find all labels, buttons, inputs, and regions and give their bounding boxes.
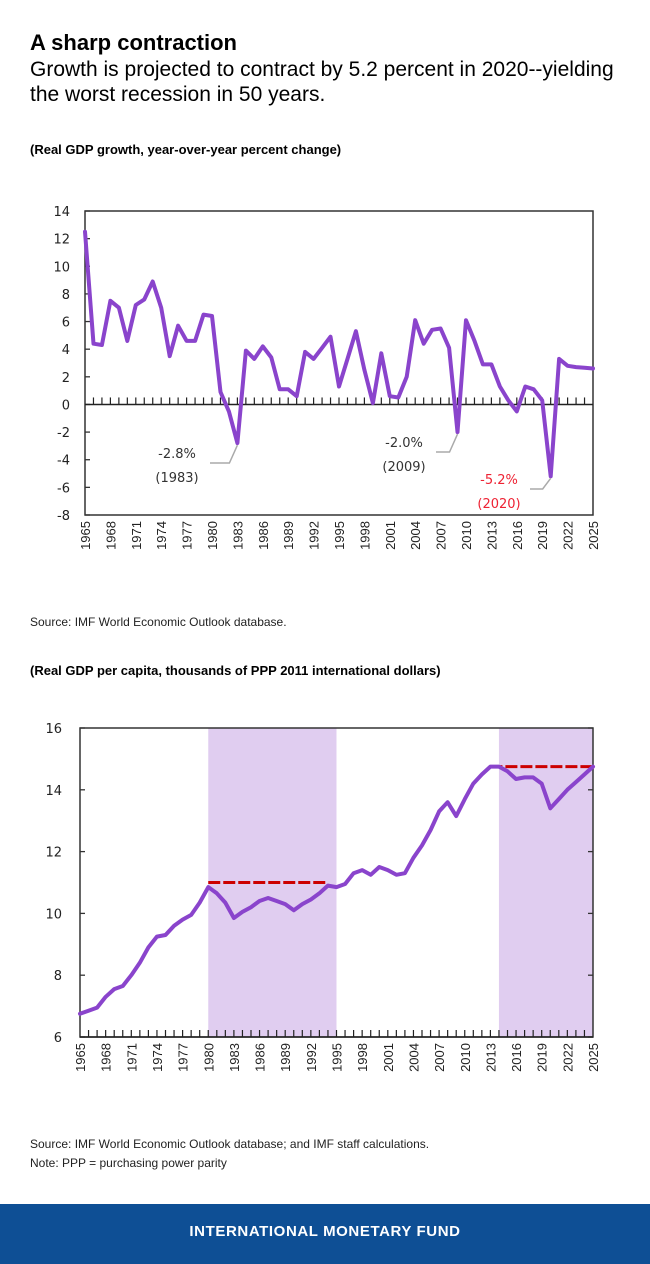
y-tick-label: -4 [57, 454, 70, 469]
x-tick-label: 1977 [176, 1043, 191, 1072]
x-tick-label: 2016 [510, 521, 525, 550]
x-tick-label: 2001 [381, 1043, 396, 1072]
x-tick-label: 1992 [304, 1043, 319, 1072]
x-tick-label: 2013 [484, 521, 499, 550]
chart1-source: Source: IMF World Economic Outlook datab… [30, 615, 287, 629]
page-subtitle: Growth is projected to contract by 5.2 p… [30, 58, 614, 106]
x-tick-label: 2022 [560, 1043, 575, 1072]
x-tick-label: 1989 [281, 521, 296, 550]
annotation-value: -2.0% [385, 436, 423, 451]
y-tick-label: 8 [62, 288, 70, 303]
x-tick-label: 1998 [355, 1043, 370, 1072]
x-tick-label: 1977 [180, 521, 195, 550]
y-tick-label: 10 [53, 260, 70, 275]
x-tick-label: 2019 [535, 1043, 550, 1072]
annotation-leader-line [210, 444, 239, 464]
x-tick-label: 2025 [586, 1043, 601, 1072]
chart2-source: Source: IMF World Economic Outlook datab… [30, 1137, 430, 1151]
x-tick-label: 1986 [253, 1043, 268, 1072]
chart2-label: (Real GDP per capita, thousands of PPP 2… [30, 663, 441, 678]
x-tick-label: 2010 [458, 1043, 473, 1072]
gdp-growth-chart: 14 12 10 8 6 4 2 0 -2 -4 -6 -8 1965 1968 1971 1974 1977 1… [53, 205, 601, 550]
y-tick-label: 6 [62, 316, 70, 331]
y-tick-label: 0 [62, 398, 70, 413]
x-tick-label: 1968 [103, 521, 118, 550]
y-tick-label: 6 [54, 1031, 62, 1046]
x-tick-label: 1980 [201, 1043, 216, 1072]
annotation-year: (2020) [477, 497, 520, 512]
x-tick-label: 1974 [154, 521, 169, 550]
plot-frame [84, 210, 594, 516]
x-tick-label: 1992 [307, 521, 322, 550]
y-tick-label: 14 [53, 205, 70, 220]
y-tick-label: 12 [45, 846, 62, 861]
x-tick-label: 2016 [509, 1043, 524, 1072]
x-tick-label: 1965 [78, 521, 93, 550]
x-tick-label: 2001 [383, 521, 398, 550]
x-tick-label: 2007 [434, 521, 449, 550]
x-tick-label: 1971 [129, 521, 144, 550]
x-tick-label: 1965 [73, 1043, 88, 1072]
x-tick-label: 1989 [278, 1043, 293, 1072]
x-tick-label: 1983 [230, 521, 245, 550]
page-title: A sharp contraction [30, 30, 237, 55]
x-tick-label: 2025 [586, 521, 601, 550]
x-tick-label: 1980 [205, 521, 220, 550]
x-tick-label: 1995 [332, 521, 347, 550]
annotation-leader-line [436, 433, 459, 453]
chart2-note: Note: PPP = purchasing power parity [30, 1156, 227, 1170]
chart1-label: (Real GDP growth, year-over-year percent… [30, 142, 342, 157]
y-tick-label: 12 [53, 233, 70, 248]
y-tick-label: -8 [57, 509, 70, 524]
x-tick-label: 2019 [535, 521, 550, 550]
annotation-year: (1983) [155, 471, 198, 486]
x-tick-label: 1983 [227, 1043, 242, 1072]
gdp-per-capita-chart: 16 14 12 10 8 6 1965 1968 1971 1974 1977 1980 1983 19… [45, 722, 601, 1072]
y-tick-label: -6 [57, 481, 70, 496]
x-tick-label: 1995 [330, 1043, 345, 1072]
footer-banner: INTERNATIONAL MONETARY FUND [0, 1204, 650, 1264]
x-tick-label: 2013 [483, 1043, 498, 1072]
x-tick-label: 1998 [357, 521, 372, 550]
y-tick-label: 8 [54, 969, 62, 984]
annotation-value: -5.2% [480, 473, 518, 488]
y-tick-label: -2 [57, 426, 70, 441]
y-tick-label: 4 [62, 343, 70, 358]
annotation-leader-line [530, 477, 552, 490]
x-tick-label: 2022 [561, 521, 576, 550]
y-tick-label: 10 [45, 907, 62, 922]
y-tick-label: 16 [45, 722, 62, 737]
x-tick-label: 2007 [432, 1043, 447, 1072]
footer-brand[interactable]: INTERNATIONAL MONETARY FUND [189, 1223, 461, 1240]
x-tick-label: 1968 [99, 1043, 114, 1072]
y-tick-label: 14 [45, 784, 62, 799]
y-tick-label: 2 [62, 371, 70, 386]
x-tick-label: 2004 [408, 521, 423, 550]
x-tick-label: 2004 [406, 1043, 421, 1072]
x-tick-label: 1971 [124, 1043, 139, 1072]
annotation-value: -2.8% [158, 447, 196, 462]
x-tick-label: 1986 [256, 521, 271, 550]
x-tick-label: 1974 [150, 1043, 165, 1072]
x-tick-label: 2010 [459, 521, 474, 550]
annotation-year: (2009) [382, 460, 425, 475]
